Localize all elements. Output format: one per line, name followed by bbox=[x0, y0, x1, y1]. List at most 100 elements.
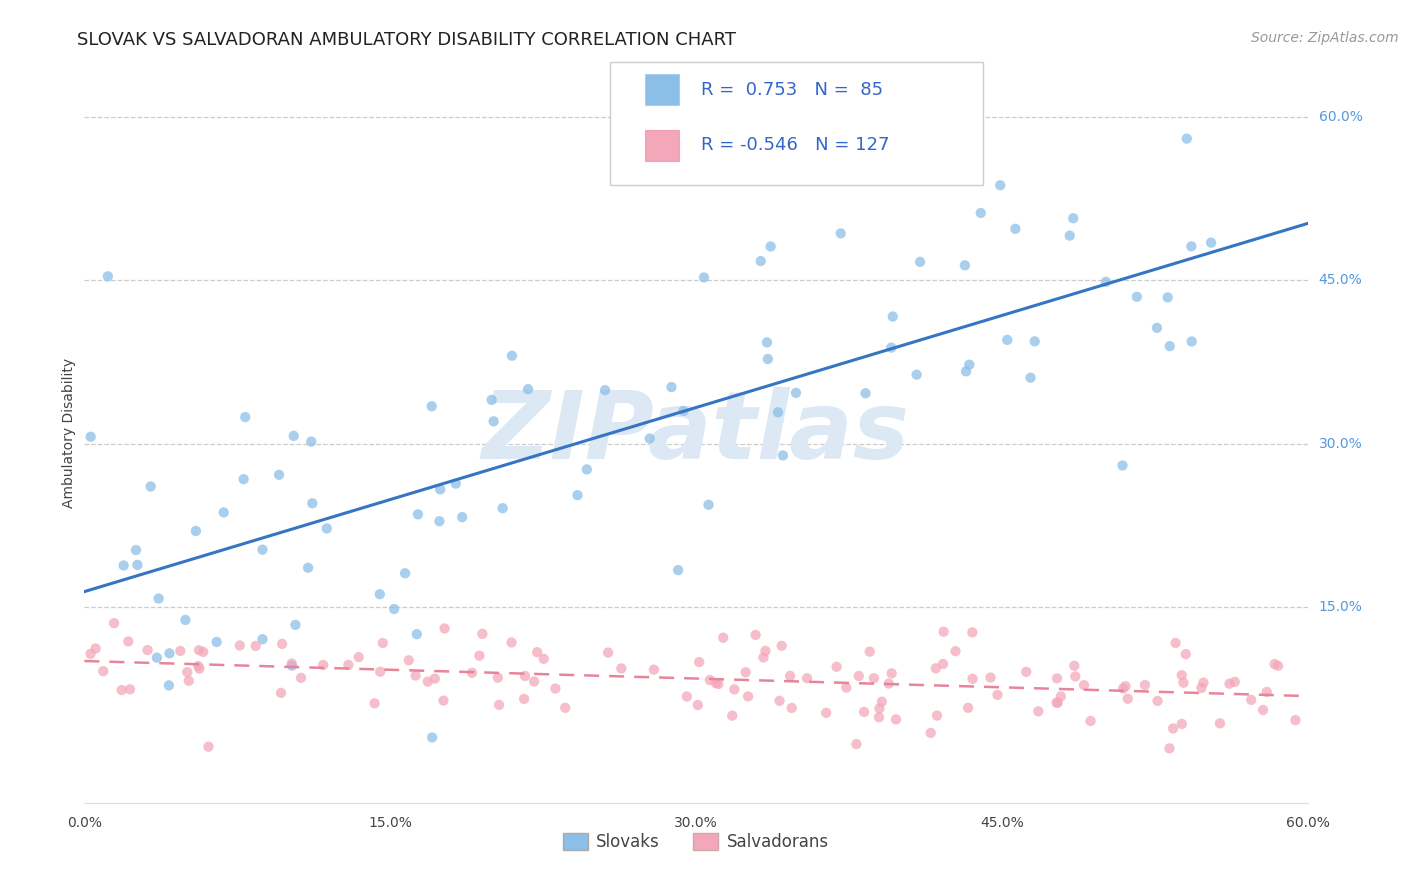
Point bbox=[905, 368, 928, 382]
Point bbox=[159, 646, 181, 660]
Point bbox=[953, 258, 976, 272]
Point bbox=[756, 351, 779, 366]
Point bbox=[957, 358, 980, 372]
Point bbox=[91, 664, 114, 678]
Point bbox=[184, 524, 207, 538]
Point bbox=[962, 672, 984, 686]
Point bbox=[1063, 658, 1085, 673]
Point bbox=[1064, 669, 1087, 683]
Point bbox=[1251, 703, 1274, 717]
Point bbox=[986, 688, 1008, 702]
Point bbox=[770, 639, 793, 653]
Point bbox=[486, 671, 509, 685]
Point bbox=[988, 178, 1011, 193]
Point bbox=[461, 665, 484, 680]
Point bbox=[1111, 458, 1133, 473]
Point bbox=[1116, 691, 1139, 706]
Point bbox=[666, 563, 689, 577]
Point bbox=[1171, 717, 1194, 731]
Point bbox=[177, 673, 200, 688]
Point bbox=[932, 624, 955, 639]
Point bbox=[284, 618, 307, 632]
Point bbox=[1181, 334, 1204, 349]
Point bbox=[482, 414, 505, 428]
Point bbox=[513, 691, 536, 706]
Point bbox=[779, 669, 801, 683]
Point bbox=[111, 683, 134, 698]
Point bbox=[1174, 647, 1197, 661]
Point bbox=[405, 627, 427, 641]
Point bbox=[693, 270, 716, 285]
Point bbox=[920, 726, 942, 740]
Text: 45.0%: 45.0% bbox=[1319, 273, 1362, 287]
Point bbox=[127, 558, 149, 572]
Point bbox=[315, 521, 337, 535]
Point bbox=[1170, 668, 1192, 682]
Point bbox=[501, 635, 523, 649]
Point bbox=[825, 660, 848, 674]
Point bbox=[995, 333, 1018, 347]
Point bbox=[554, 700, 576, 714]
Point bbox=[139, 479, 162, 493]
Point bbox=[932, 657, 955, 671]
Point bbox=[283, 429, 305, 443]
Point bbox=[501, 349, 523, 363]
Point bbox=[868, 701, 890, 715]
FancyBboxPatch shape bbox=[644, 74, 679, 105]
Point bbox=[780, 701, 803, 715]
Point bbox=[368, 587, 391, 601]
Text: SLOVAK VS SALVADORAN AMBULATORY DISABILITY CORRELATION CHART: SLOVAK VS SALVADORAN AMBULATORY DISABILI… bbox=[77, 31, 737, 49]
Point bbox=[112, 558, 135, 573]
Point bbox=[97, 269, 120, 284]
Point bbox=[1156, 290, 1178, 304]
Text: R =  0.753   N =  85: R = 0.753 N = 85 bbox=[700, 81, 883, 99]
Point bbox=[280, 657, 302, 671]
Point bbox=[79, 647, 101, 661]
Point bbox=[1256, 685, 1278, 699]
Point bbox=[643, 663, 665, 677]
Point bbox=[432, 693, 454, 707]
Point bbox=[815, 706, 838, 720]
Point bbox=[471, 627, 494, 641]
Point bbox=[481, 392, 503, 407]
Point bbox=[148, 591, 170, 606]
Point bbox=[1240, 693, 1263, 707]
Point bbox=[363, 696, 385, 710]
Point bbox=[281, 658, 304, 673]
Point bbox=[859, 645, 882, 659]
Point bbox=[962, 625, 984, 640]
Point bbox=[1126, 290, 1149, 304]
Point bbox=[768, 694, 790, 708]
Point bbox=[970, 206, 993, 220]
Point bbox=[267, 467, 290, 482]
Point bbox=[118, 682, 141, 697]
Text: 60.0%: 60.0% bbox=[1319, 110, 1362, 124]
Point bbox=[1046, 696, 1069, 710]
Point bbox=[638, 432, 661, 446]
Point bbox=[772, 449, 794, 463]
Point bbox=[868, 710, 890, 724]
Point bbox=[882, 310, 904, 324]
Point bbox=[1180, 239, 1202, 253]
Point bbox=[382, 602, 405, 616]
Point bbox=[394, 566, 416, 581]
Point bbox=[755, 335, 778, 350]
Point bbox=[252, 632, 274, 647]
Point bbox=[845, 737, 868, 751]
Point bbox=[704, 676, 727, 690]
Point bbox=[1264, 657, 1286, 672]
Point bbox=[1095, 275, 1118, 289]
Point bbox=[1062, 211, 1084, 226]
Point bbox=[371, 636, 394, 650]
Legend: Slovaks, Salvadorans: Slovaks, Salvadorans bbox=[557, 826, 835, 857]
Point bbox=[136, 643, 159, 657]
Point bbox=[429, 483, 451, 497]
Point bbox=[1161, 722, 1184, 736]
Point bbox=[420, 399, 443, 413]
Point bbox=[1019, 370, 1042, 384]
Point bbox=[1192, 675, 1215, 690]
Point bbox=[979, 671, 1001, 685]
Point bbox=[176, 665, 198, 680]
Point bbox=[835, 681, 858, 695]
Point bbox=[301, 496, 323, 510]
